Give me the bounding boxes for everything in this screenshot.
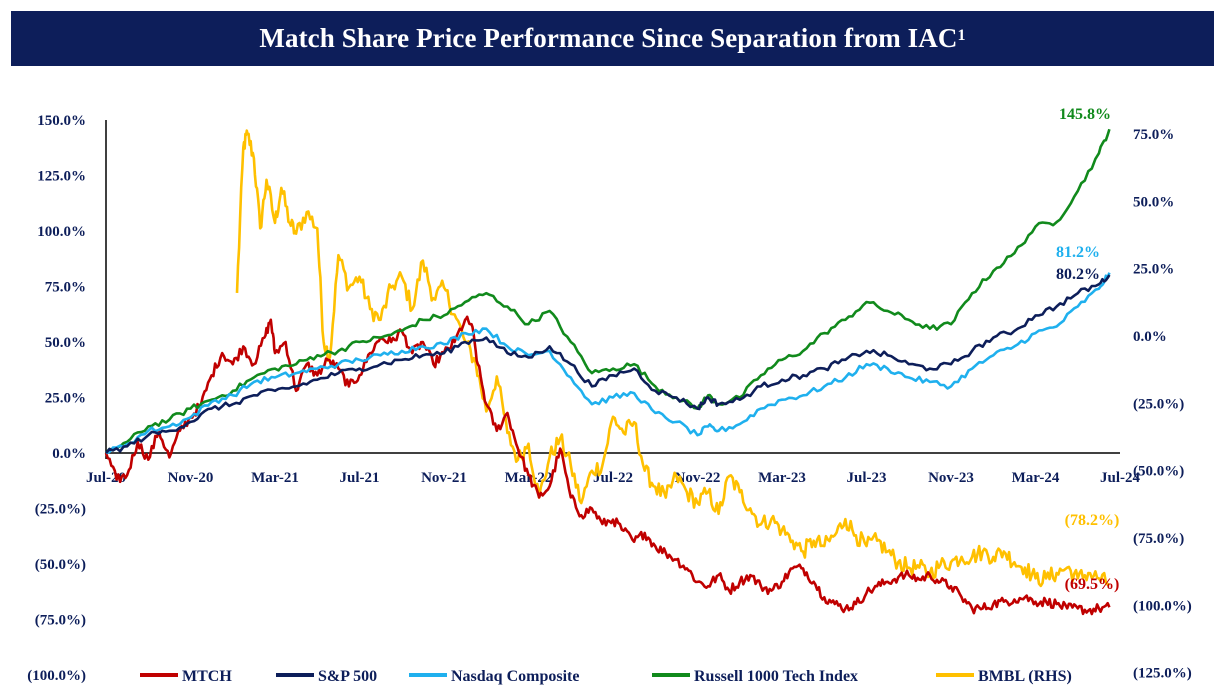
y-right-tick-label: 25.0%: [1133, 262, 1174, 278]
y-right-tick-label: (25.0%): [1133, 396, 1184, 412]
x-tick-label: Nov-20: [168, 470, 214, 486]
x-tick-label: Nov-23: [928, 470, 974, 486]
legend-label: S&P 500: [318, 668, 377, 685]
chart-title-bar: Match Share Price Performance Since Sepa…: [11, 11, 1214, 66]
y-left-tick-label: (50.0%): [35, 557, 86, 573]
y-right-tick-label: (50.0%): [1133, 464, 1184, 480]
x-tick-label: Mar-21: [251, 470, 299, 486]
y-left-tick-label: 75.0%: [45, 280, 86, 296]
y-right-tick-label: (75.0%): [1133, 531, 1184, 547]
y-left-tick-label: (25.0%): [35, 502, 86, 518]
series-line-bmbl-rhs-: [235, 129, 1111, 588]
end-labels: (69.5%) 80.2% 81.2% 145.8% (78.2%): [1056, 106, 1119, 593]
series-line-s-p-500: [105, 274, 1111, 454]
legend-label: Russell 1000 Tech Index: [694, 668, 858, 685]
end-label-russell-1000-tech-index: 145.8%: [1059, 106, 1111, 123]
y-left-tick-label: 0.0%: [52, 446, 86, 462]
legend-label: BMBL (RHS): [978, 668, 1072, 685]
series-line-nasdaq-composite: [105, 272, 1111, 455]
end-label-mtch: (69.5%): [1065, 576, 1120, 593]
title-footnote: 1: [957, 26, 966, 44]
y-right-tick-label: 50.0%: [1133, 194, 1174, 210]
y-left-tick-label: 150.0%: [37, 113, 86, 129]
x-tick-label: Nov-22: [675, 470, 721, 486]
series-line-mtch: [104, 315, 1111, 616]
legend: MTCH S&P 500 Nasdaq Composite Russell 1000 …: [140, 668, 1072, 685]
end-label-s-p-500: 80.2%: [1056, 266, 1100, 283]
x-tick-label: Jul-24: [1100, 470, 1141, 486]
x-tick-label: Jul-21: [339, 470, 379, 486]
end-label-nasdaq-composite: 81.2%: [1056, 244, 1100, 261]
x-tick-label: Mar-24: [1012, 470, 1060, 486]
y-left-tick-label: 25.0%: [45, 391, 86, 407]
end-label-bmbl-rhs-: (78.2%): [1065, 512, 1120, 529]
y-right-tick-label: 75.0%: [1133, 127, 1174, 143]
y-right-tick-label: 0.0%: [1133, 329, 1167, 345]
series-lines: [104, 128, 1111, 616]
y-left-tick-label: (100.0%): [27, 668, 86, 684]
x-tick-label: Jul-23: [846, 470, 886, 486]
x-tick-label: Mar-22: [505, 470, 553, 486]
chart-title: Match Share Price Performance Since Sepa…: [259, 23, 958, 53]
x-tick-label: Nov-21: [421, 470, 467, 486]
y-right-tick-label: (100.0%): [1133, 598, 1192, 614]
legend-label: MTCH: [182, 668, 232, 685]
legend-label: Nasdaq Composite: [451, 668, 579, 685]
series-line-russell-1000-tech-index: [105, 128, 1111, 454]
y-left-tick-label: 100.0%: [37, 224, 86, 240]
y-left-tick-label: (75.0%): [35, 613, 86, 629]
x-tick-label: Jul-22: [593, 470, 633, 486]
axes: 150.0% 125.0% 100.0% 75.0% 50.0% 25.0% 0.0% (25…: [27, 113, 1192, 684]
y-left-tick-label: 50.0%: [45, 335, 86, 351]
y-left-tick-label: 125.0%: [37, 169, 86, 185]
x-tick-label: Mar-23: [758, 470, 806, 486]
y-right-tick-label: (125.0%): [1133, 666, 1192, 682]
